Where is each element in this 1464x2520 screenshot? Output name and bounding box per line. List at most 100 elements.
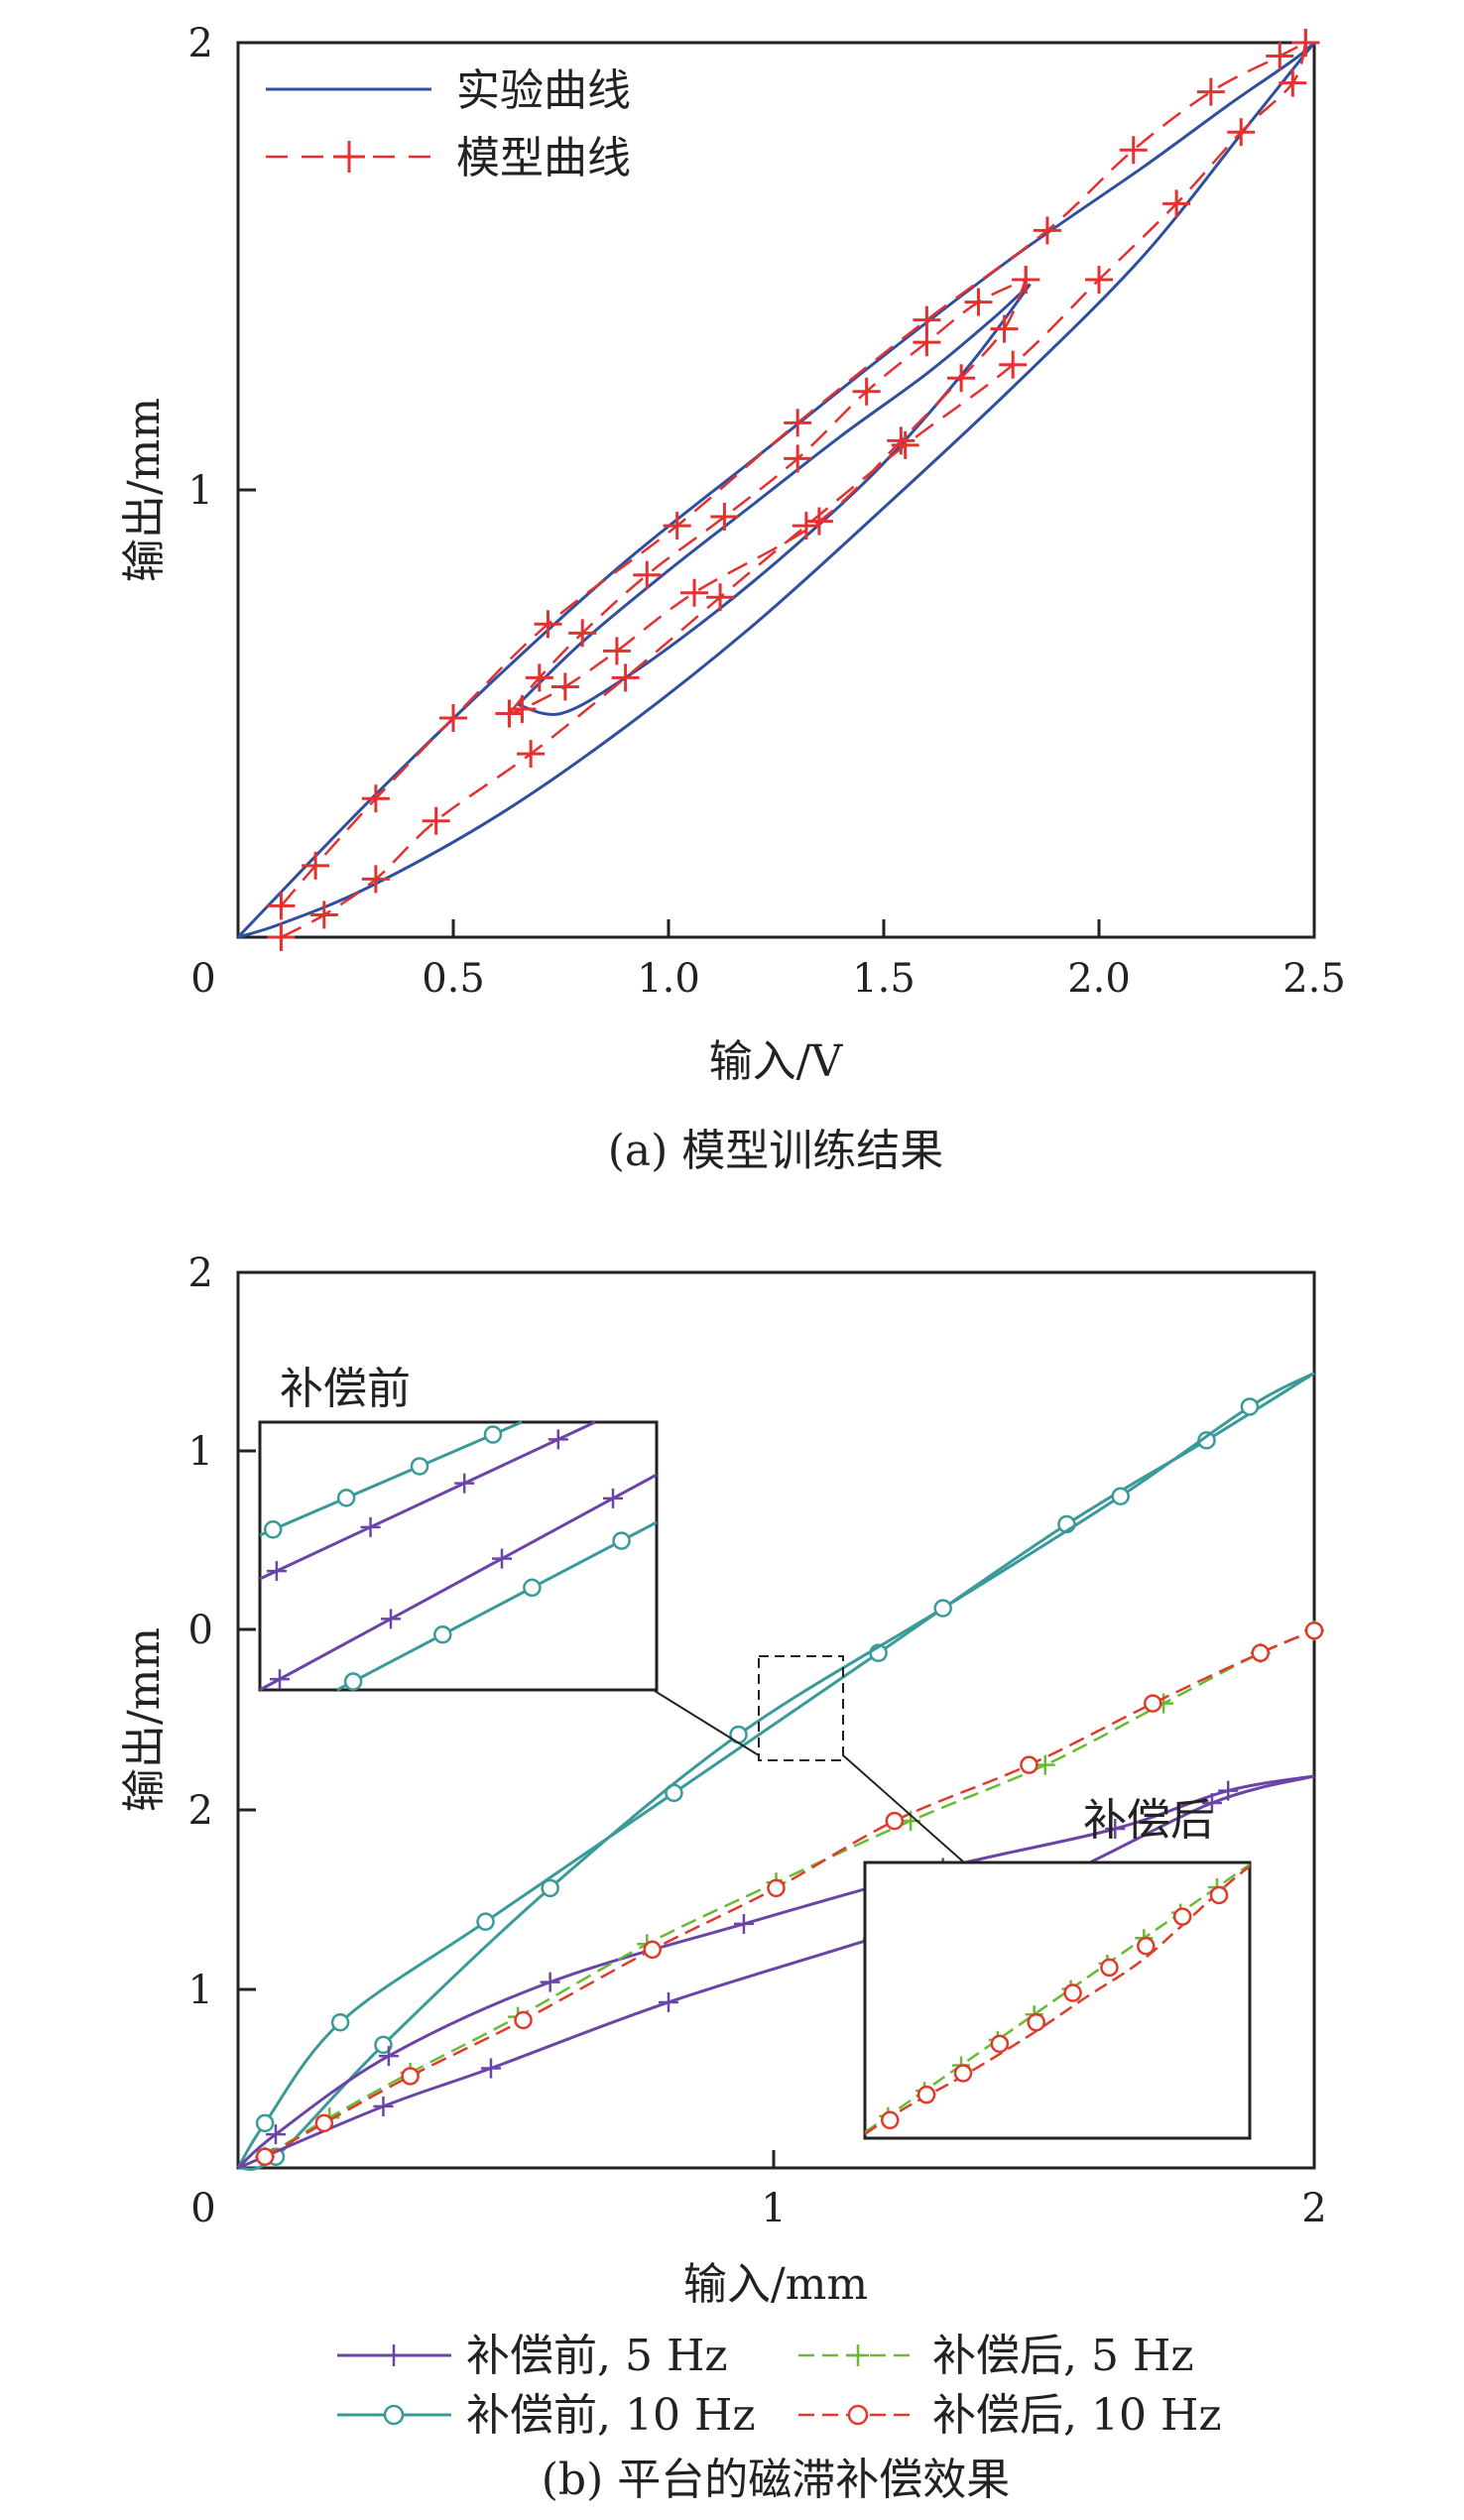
inset-before-circle-marker (343, 1672, 363, 1691)
panel-a-plot-frame (236, 41, 1316, 939)
legend-before5-label: 补偿前, 5 Hz (466, 2331, 728, 2381)
zoom-connector-right (842, 1754, 965, 1863)
panel-a: 2 1 0 0.5 1.0 1.5 2.0 2.5 输入/V 输出/mm 实验曲… (119, 21, 1346, 1176)
panel-a-series-layer (236, 29, 1320, 951)
inset-before-line (336, 1520, 658, 1692)
panel-a-caption: (a) 模型训练结果 (608, 1126, 944, 1176)
legend-before10-label: 补偿前, 10 Hz (466, 2390, 756, 2441)
exp-curve-segment (517, 283, 1032, 716)
panel-a-xtick-1.5: 1.5 (852, 956, 915, 1002)
model-curve-segment (508, 279, 1028, 715)
before10-marker (1240, 1397, 1260, 1416)
inset-before-circle-marker (483, 1425, 503, 1444)
inset-after-line-10hz (864, 1864, 1251, 2136)
before10-marker (374, 2035, 393, 2055)
exp-curve-segment (237, 42, 1316, 939)
panel-b-ytick-1a: 1 (188, 1429, 213, 1475)
inset-after: 补偿后 (863, 1795, 1252, 2140)
exp-curve-segment (517, 283, 1032, 706)
legend-model-label: 模型曲线 (456, 133, 631, 183)
panel-a-xtick-2.0: 2.0 (1067, 956, 1131, 1002)
before10-marker (330, 2013, 350, 2032)
legend-exp-label: 实验曲线 (456, 65, 631, 116)
inset-after-circle-marker (1027, 2012, 1045, 2032)
after10-marker (767, 1878, 786, 1898)
inset-after-circle-marker (953, 2064, 973, 2083)
panel-b-plot-frame (236, 1270, 1316, 2170)
inset-after-title: 补偿后 (1083, 1795, 1214, 1846)
panel-a-ylabel: 输出/mm (119, 398, 170, 582)
model-curve-segment (508, 278, 1027, 715)
legend-after10-marker (847, 2404, 869, 2426)
panel-b: 2 1 0 2 1 0 1 2 输入/mm 输出/mm 补偿前 补偿后 (119, 1251, 1327, 2505)
before10-curve-up (236, 1372, 1315, 2169)
panel-b-caption: (b) 平台的磁滞补偿效果 (542, 2455, 1010, 2505)
before10-marker (933, 1599, 952, 1618)
panel-b-ytick-2b: 2 (188, 1788, 213, 1834)
inset-before-line (259, 1420, 596, 1581)
legend-after10-label: 补偿后, 10 Hz (932, 2390, 1222, 2441)
panel-b-ytick-1b: 1 (188, 1968, 213, 2013)
panel-a-xtick-0: 0 (190, 956, 215, 1002)
inset-after-circle-marker (990, 2034, 1010, 2054)
inset-before-circle-marker (523, 1578, 542, 1598)
exp-curve-segment (236, 41, 1315, 939)
after10-marker (885, 1811, 905, 1831)
inset-before-title: 补偿前 (280, 1364, 411, 1414)
zoom-connector-left (654, 1690, 760, 1756)
after10-marker (1304, 1620, 1324, 1640)
model-curve-segment (280, 42, 1307, 939)
inset-after-circle-marker (881, 2110, 900, 2130)
panel-b-xtick-1: 1 (761, 2186, 786, 2231)
inset-before-line (259, 1473, 658, 1692)
panel-b-xtick-2: 2 (1301, 2186, 1326, 2231)
legend-after5-label: 补偿后, 5 Hz (932, 2331, 1194, 2381)
panel-b-legend: 补偿前, 5 Hz 补偿后, 5 Hz 补偿前, 10 Hz 补偿后, 10 H… (337, 2331, 1222, 2441)
after10-marker (401, 2067, 420, 2086)
inset-after-circle-marker (916, 2085, 936, 2104)
model-curve-segment (280, 41, 1306, 907)
inset-before-circle-marker (336, 1489, 356, 1507)
panel-a-xtick-0.5: 0.5 (422, 956, 485, 1002)
panel-a-xlabel: 输入/V (709, 1036, 844, 1087)
panel-a-xtick-2.5: 2.5 (1282, 956, 1346, 1002)
before5-curve-up (237, 1774, 1315, 2170)
before10-marker (255, 2113, 275, 2133)
panel-b-ytick-0: 0 (188, 1608, 213, 1653)
inset-before-circle-marker (612, 1531, 631, 1550)
panel-b-ytick-top: 2 (188, 1251, 213, 1296)
inset-before-frame (258, 1420, 659, 1692)
after10-marker (1020, 1755, 1038, 1774)
panel-a-xtick-1.0: 1.0 (637, 956, 700, 1002)
legend-model-sample (266, 141, 431, 173)
inset-after-circle-marker (1137, 1937, 1156, 1956)
panel-b-xlabel: 输入/mm (683, 2259, 868, 2310)
panel-b-xtick-0: 0 (190, 2186, 215, 2231)
inset-before-circle-marker (433, 1624, 452, 1644)
after10-marker (643, 1940, 662, 1960)
panel-b-series-layer (236, 1372, 1324, 2171)
after10-marker (514, 2010, 533, 2030)
zoom-region (758, 1655, 844, 1761)
after10-marker (314, 2113, 334, 2133)
inset-before-circle-marker (263, 1520, 283, 1539)
inset-before-circle-marker (410, 1457, 429, 1476)
panel-a-ytick-1: 1 (188, 468, 213, 514)
inset-after-line-5hz (864, 1862, 1251, 2134)
inset-before: 补偿前 (258, 1364, 659, 1692)
before10-marker (476, 1912, 495, 1931)
inset-after-circle-marker (1172, 1907, 1192, 1926)
before10-marker (541, 1878, 559, 1898)
inset-after-circle-marker (1209, 1885, 1229, 1905)
inset-after-circle-marker (1100, 1958, 1119, 1978)
panel-b-ylabel: 输出/mm (119, 1627, 170, 1812)
panel-a-ytick-2: 2 (188, 21, 213, 66)
inset-before-line (259, 1420, 523, 1537)
after10-marker (1251, 1643, 1270, 1663)
legend-before10-marker (383, 2404, 405, 2426)
after10-marker (255, 2147, 275, 2166)
before10-marker (1111, 1487, 1130, 1505)
inset-after-circle-marker (1063, 1983, 1082, 2002)
panel-a-legend: 实验曲线 模型曲线 (266, 65, 631, 183)
